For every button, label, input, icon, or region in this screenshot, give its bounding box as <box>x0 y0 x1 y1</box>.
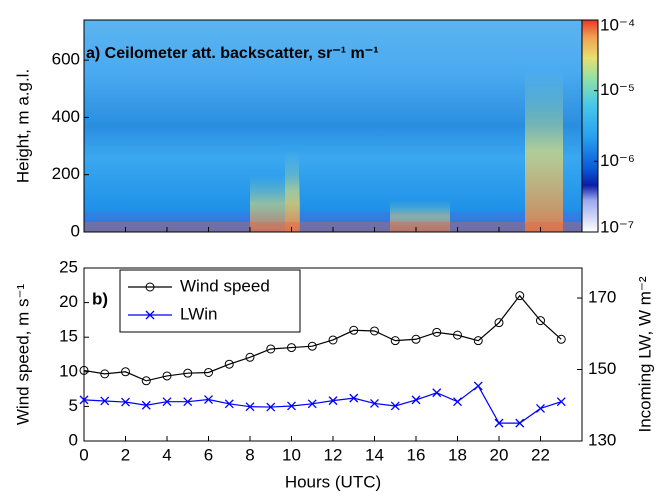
panel-title: a) Ceilometer att. backscatter, sr⁻¹ m⁻¹ <box>86 45 379 62</box>
point <box>473 381 483 391</box>
point <box>494 318 504 328</box>
y2-tick-label: 170 <box>588 288 616 307</box>
point <box>453 330 462 340</box>
point <box>266 402 276 412</box>
series-line <box>83 385 562 424</box>
colorbar-tick-label: 10⁻⁶ <box>600 151 635 170</box>
point <box>183 397 193 407</box>
point <box>536 316 545 326</box>
legend-marker <box>145 282 155 292</box>
y-tick-label: 10 <box>59 361 78 380</box>
point <box>245 402 255 412</box>
colorbar-tick-label: 10⁻⁷ <box>600 217 634 236</box>
colorbar-frame <box>581 19 599 233</box>
y-tick-label: 0 <box>69 430 78 449</box>
point <box>162 371 172 381</box>
x-axis-label: Hours (UTC) <box>285 472 381 491</box>
x-tick-label: 2 <box>121 445 130 464</box>
y-tick-label: 400 <box>52 107 80 126</box>
point <box>224 399 234 409</box>
y-tick-label: 200 <box>52 164 80 183</box>
y-tick-label: 5 <box>69 396 78 415</box>
heatmap-image <box>84 20 582 232</box>
point <box>494 418 504 428</box>
point <box>141 376 151 386</box>
x-tick-label: 18 <box>448 445 467 464</box>
point <box>100 396 110 406</box>
x-tick-label: 14 <box>365 445 384 464</box>
point <box>411 395 421 405</box>
x-tick-label: 10 <box>282 445 301 464</box>
colorbar-tick-label: 10⁻⁴ <box>600 15 635 34</box>
point <box>287 343 296 353</box>
point <box>183 368 193 378</box>
point <box>370 326 379 336</box>
x-tick-label: 8 <box>245 445 254 464</box>
y-tick-label: 20 <box>59 292 78 311</box>
point <box>556 397 566 407</box>
point <box>349 393 359 403</box>
point <box>328 396 338 406</box>
point <box>370 399 379 408</box>
legend-box <box>119 269 301 333</box>
x-tick-label: 22 <box>531 445 550 464</box>
point <box>390 401 400 411</box>
point <box>432 388 442 398</box>
x-tick-label: 20 <box>490 445 509 464</box>
point <box>307 341 317 351</box>
legend-marker <box>145 310 155 320</box>
y-axis-label: Height, m a.g.l. <box>13 69 32 183</box>
point <box>328 335 338 345</box>
point <box>556 334 566 344</box>
point <box>432 327 442 337</box>
colorbar <box>582 20 598 232</box>
point <box>162 397 172 407</box>
point <box>390 336 400 346</box>
y-axis-label: Wind speed, m s⁻¹ <box>13 284 32 426</box>
point <box>266 344 276 354</box>
legend-label: Wind speed <box>180 276 270 295</box>
point <box>453 397 462 407</box>
y2-tick-label: 150 <box>588 359 616 378</box>
y-tick-label: 600 <box>52 50 80 69</box>
point <box>79 395 89 405</box>
y-tick-label: 15 <box>59 327 78 346</box>
y-tick-label: 25 <box>59 257 78 276</box>
x-tick-label: 0 <box>79 445 88 464</box>
x-tick-label: 6 <box>204 445 213 464</box>
point <box>224 359 234 369</box>
y2-tick-label: 130 <box>588 430 616 449</box>
point <box>515 291 525 301</box>
point <box>141 400 151 410</box>
x-tick-label: 12 <box>324 445 343 464</box>
y2-axis-label: Incoming LW, W m⁻² <box>635 276 654 432</box>
point <box>121 397 130 407</box>
point <box>473 336 483 346</box>
colorbar-tick-label: 10⁻⁵ <box>600 80 635 99</box>
point <box>349 325 359 335</box>
x-tick-label: 16 <box>407 445 426 464</box>
point <box>245 352 255 362</box>
point <box>307 399 317 409</box>
point <box>121 367 130 377</box>
panel-label: b) <box>92 289 108 308</box>
x-tick-label: 4 <box>162 445 171 464</box>
point <box>204 367 213 377</box>
point <box>100 369 110 379</box>
point <box>204 395 213 404</box>
point <box>411 334 421 344</box>
point <box>79 365 89 375</box>
point <box>287 401 296 411</box>
legend-label: LWin <box>180 304 217 323</box>
point <box>536 404 545 413</box>
point <box>515 418 525 428</box>
y-tick-label: 0 <box>71 221 80 240</box>
